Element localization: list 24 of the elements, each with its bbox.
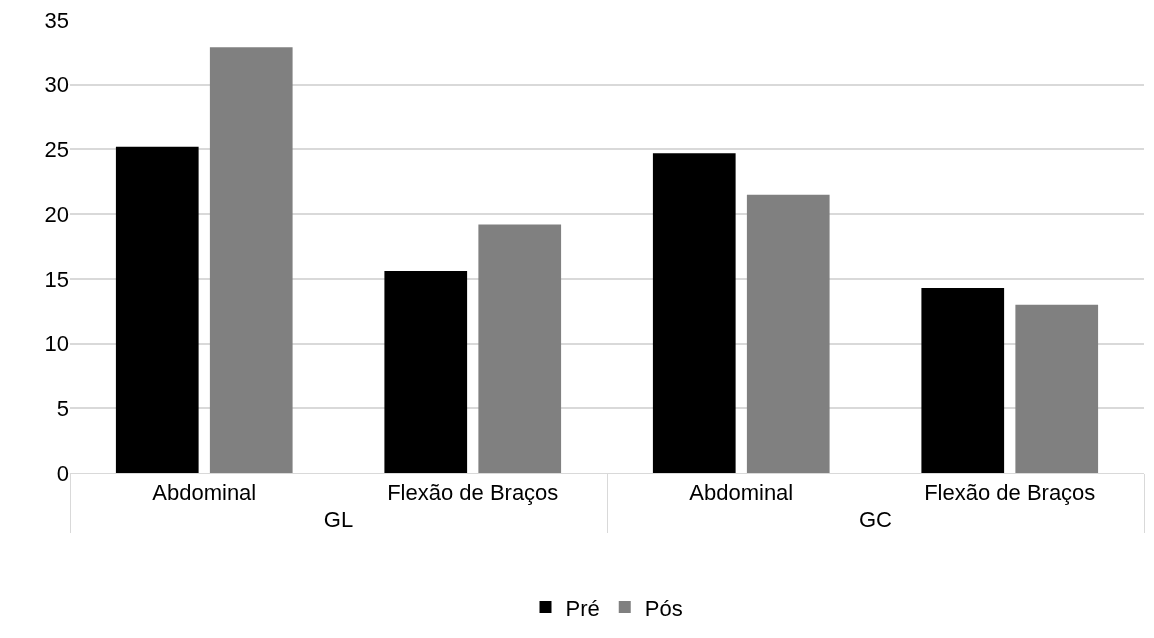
bar (209, 47, 293, 473)
y-tick-label: 5 (56, 395, 69, 421)
bar (1015, 304, 1099, 473)
bar (384, 271, 468, 473)
bar (115, 146, 199, 473)
legend-label: Pós (644, 595, 683, 621)
x-tick-label: Flexão de Braços (387, 480, 559, 506)
bar (652, 153, 736, 473)
y-tick-label: 0 (56, 460, 69, 486)
legend-label: Pré (565, 595, 600, 621)
text: GC (859, 507, 893, 533)
x-tick-label: Abdominal (152, 480, 257, 506)
x-tick-label: Abdominal (689, 480, 794, 506)
bar (746, 194, 830, 473)
y-tick-label: 25 (44, 137, 69, 163)
bar (921, 287, 1005, 473)
bar (478, 224, 562, 473)
y-tick-label: 35 (44, 7, 69, 33)
x-tick-label: Flexão de Braços (924, 480, 1096, 506)
y-tick-label: 15 (44, 266, 69, 292)
text: GL (323, 507, 354, 533)
y-tick-label: 10 (44, 331, 69, 357)
y-tick-label: 20 (44, 201, 69, 227)
y-tick-label: 30 (44, 72, 69, 98)
